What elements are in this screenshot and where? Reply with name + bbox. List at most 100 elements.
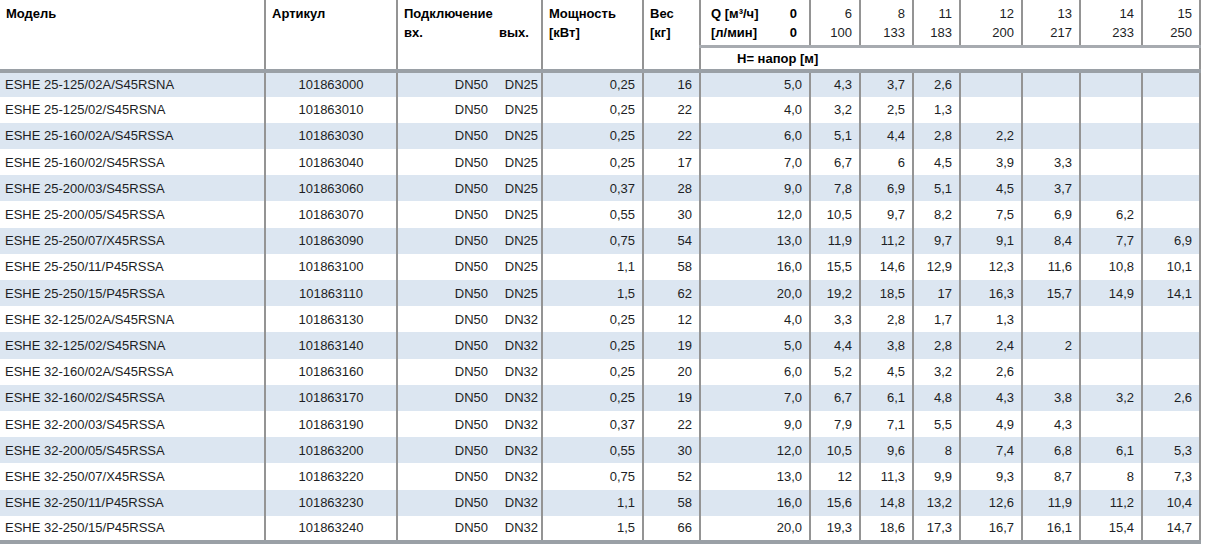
header-row-main: Модель Артикул Подключение вх. вых. Мощн… — [0, 0, 1200, 46]
table-row: ESHE 25-160/02/S45RSSA101863040DN50DN250… — [0, 149, 1200, 175]
head-value-cell: 4,0 — [700, 306, 810, 332]
head-value-cell: 9,3 — [960, 463, 1022, 489]
head-value-cell — [1080, 175, 1142, 201]
model-cell: ESHE 25-125/02A/S45RSNA — [0, 71, 265, 97]
weight-cell: 66 — [643, 516, 700, 542]
table-body: ESHE 25-125/02A/S45RSNA101863000DN50DN25… — [0, 71, 1200, 542]
article-cell: 101863060 — [265, 175, 397, 201]
power-cell: 0,25 — [542, 97, 643, 123]
weight-cell: 30 — [643, 437, 700, 463]
head-value-cell: 2,5 — [860, 97, 913, 123]
table-row: ESHE 32-125/02/S45RSNA101863140DN50DN320… — [0, 332, 1200, 358]
article-cell: 101863130 — [265, 306, 397, 332]
head-value-cell — [1080, 411, 1142, 437]
inlet-cell: DN50 — [397, 175, 495, 201]
table-row: ESHE 25-250/11/P45RSSA101863100DN50DN251… — [0, 254, 1200, 280]
head-value-cell: 10,8 — [1080, 254, 1142, 280]
head-value-cell: 2,6 — [913, 71, 960, 97]
head-value-cell — [1142, 123, 1200, 149]
article-cell: 101863030 — [265, 123, 397, 149]
outlet-cell: DN25 — [495, 280, 542, 306]
head-value-cell: 5,5 — [913, 411, 960, 437]
head-value-cell: 7,0 — [700, 385, 810, 411]
model-cell: ESHE 32-125/02A/S45RSNA — [0, 306, 265, 332]
head-value-cell: 6,8 — [1022, 437, 1080, 463]
table-row: ESHE 32-250/07/X45RSSA101863220DN50DN320… — [0, 463, 1200, 489]
power-cell: 0,25 — [542, 306, 643, 332]
power-cell: 0,37 — [542, 411, 643, 437]
head-value-cell: 6,0 — [700, 123, 810, 149]
head-value-cell: 5,1 — [810, 123, 860, 149]
head-value-cell — [1080, 123, 1142, 149]
power-cell: 1,1 — [542, 490, 643, 516]
outlet-cell: DN32 — [495, 332, 542, 358]
head-value-cell: 3,8 — [1022, 385, 1080, 411]
connection-label: Подключение — [404, 4, 535, 23]
inlet-cell: DN50 — [397, 463, 495, 489]
head-value-cell: 14,1 — [1142, 280, 1200, 306]
power-cell: 0,75 — [542, 228, 643, 254]
outlet-cell: DN32 — [495, 490, 542, 516]
model-cell: ESHE 32-125/02/S45RSNA — [0, 332, 265, 358]
column-header-flow: 6100 — [810, 0, 860, 46]
head-value-cell: 8 — [1080, 463, 1142, 489]
head-value-cell: 20,0 — [700, 280, 810, 306]
table-row: ESHE 25-125/02/S45RSNA101863010DN50DN250… — [0, 97, 1200, 123]
weight-cell: 20 — [643, 359, 700, 385]
head-value-cell: 2,8 — [913, 332, 960, 358]
head-value-cell: 3,8 — [860, 332, 913, 358]
head-value-cell: 4,3 — [1022, 411, 1080, 437]
head-value-cell: 1,7 — [913, 306, 960, 332]
head-value-cell: 18,5 — [860, 280, 913, 306]
weight-cell: 54 — [643, 228, 700, 254]
weight-cell: 17 — [643, 149, 700, 175]
head-value-cell — [1080, 149, 1142, 175]
head-value-cell: 19,2 — [810, 280, 860, 306]
power-cell: 0,25 — [542, 123, 643, 149]
head-value-cell: 4,5 — [960, 175, 1022, 201]
weight-cell: 28 — [643, 175, 700, 201]
head-value-cell: 7,4 — [960, 437, 1022, 463]
head-value-cell — [1142, 201, 1200, 227]
head-value-cell: 6 — [860, 149, 913, 175]
head-value-cell: 15,6 — [810, 490, 860, 516]
power-cell: 0,55 — [542, 201, 643, 227]
table-header: Модель Артикул Подключение вх. вых. Мощн… — [0, 0, 1200, 71]
outlet-cell: DN25 — [495, 254, 542, 280]
outlet-cell: DN32 — [495, 306, 542, 332]
head-value-cell: 16,0 — [700, 254, 810, 280]
article-cell: 101863190 — [265, 411, 397, 437]
inlet-cell: DN50 — [397, 123, 495, 149]
head-value-cell: 7,3 — [1142, 463, 1200, 489]
table-row: ESHE 25-250/15/P45RSSA101863110DN50DN251… — [0, 280, 1200, 306]
head-value-cell: 2 — [1022, 332, 1080, 358]
head-value-cell: 9,7 — [860, 201, 913, 227]
head-value-cell: 11,2 — [860, 228, 913, 254]
article-cell: 101863240 — [265, 516, 397, 542]
outlet-cell: DN25 — [495, 71, 542, 97]
head-value-cell: 14,8 — [860, 490, 913, 516]
model-cell: ESHE 32-200/03/S45RSSA — [0, 411, 265, 437]
head-value-cell — [1142, 175, 1200, 201]
model-cell: ESHE 25-160/02/S45RSSA — [0, 149, 265, 175]
head-value-cell: 17 — [913, 280, 960, 306]
column-header-flow: 13217 — [1022, 0, 1080, 46]
head-value-cell: 16,7 — [960, 516, 1022, 542]
article-cell: 101863140 — [265, 332, 397, 358]
table-row: ESHE 32-160/02A/S45RSSA101863160DN50DN32… — [0, 359, 1200, 385]
head-value-cell — [1080, 71, 1142, 97]
q-m3h-label: Q [м³/ч] — [711, 4, 759, 23]
head-value-cell — [1142, 359, 1200, 385]
head-value-cell: 8,4 — [1022, 228, 1080, 254]
head-value-cell: 17,3 — [913, 516, 960, 542]
power-cell: 1,5 — [542, 516, 643, 542]
head-value-cell: 12,6 — [960, 490, 1022, 516]
column-header-flow: 15250 — [1142, 0, 1200, 46]
inlet-cell: DN50 — [397, 254, 495, 280]
head-value-cell: 7,8 — [810, 175, 860, 201]
inlet-cell: DN50 — [397, 490, 495, 516]
outlet-cell: DN32 — [495, 359, 542, 385]
article-cell: 101863170 — [265, 385, 397, 411]
head-value-cell: 6,7 — [810, 385, 860, 411]
weight-cell: 16 — [643, 71, 700, 97]
